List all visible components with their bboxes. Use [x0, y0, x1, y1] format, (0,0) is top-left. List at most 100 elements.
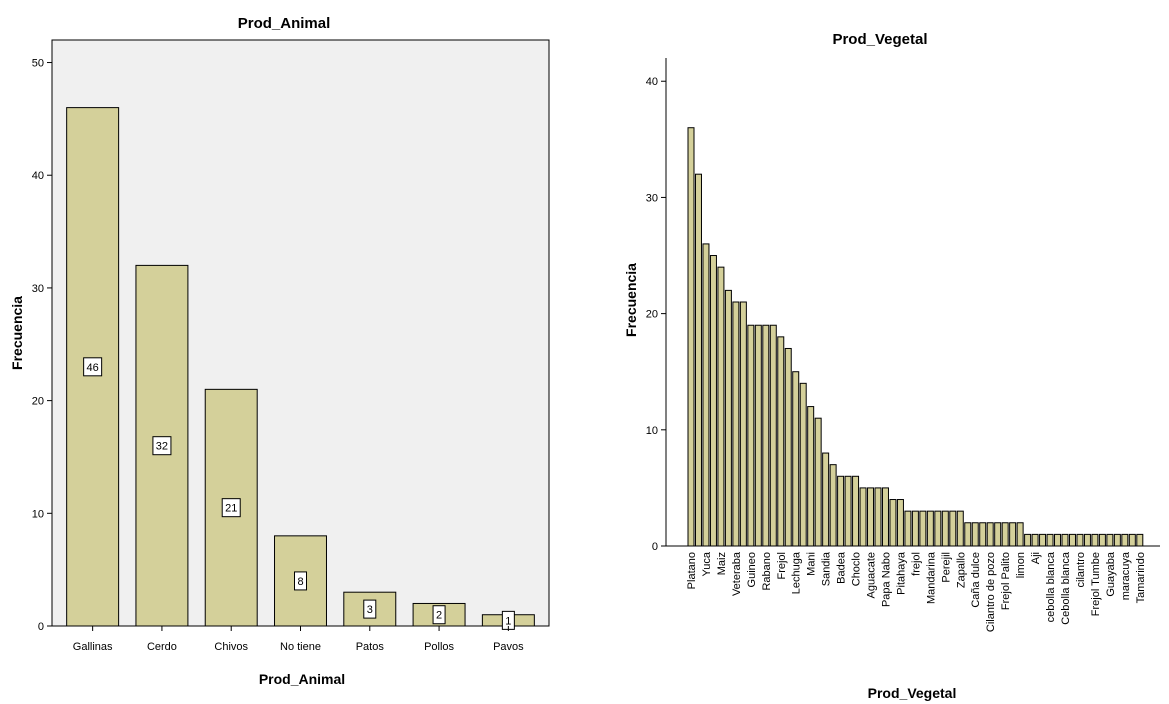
bar [1083, 533, 1091, 547]
bar [1054, 533, 1062, 547]
x-tick-label: Papa Nabo [880, 552, 892, 607]
y-tick-label: 10 [646, 425, 658, 437]
y-tick-label: 50 [32, 58, 44, 70]
bar [1068, 533, 1076, 547]
bar [792, 371, 800, 547]
x-axis-ticks: Gallinas Cerdo Chivos No tiene Patos Pollos Pa… [73, 626, 524, 653]
x-tick-label: cilantro [1075, 552, 1087, 587]
x-tick-label: Badea [836, 551, 848, 584]
bar [1061, 533, 1069, 547]
bar [754, 324, 762, 547]
x-tick-label: frejol [910, 552, 922, 576]
y-tick-label: 40 [646, 76, 658, 88]
x-tick-label: Veteraba [731, 551, 743, 596]
bar [799, 382, 807, 547]
bar [724, 289, 732, 547]
bar [717, 266, 725, 547]
data-label: 21 [225, 503, 237, 515]
bar [1091, 533, 1099, 547]
data-label-box [83, 357, 103, 377]
x-tick-label: Tamarindo [1135, 552, 1147, 603]
bar [964, 522, 972, 547]
y-tick-label: 0 [38, 621, 44, 633]
bar [1001, 522, 1009, 547]
bar [1136, 533, 1144, 547]
bar [1128, 533, 1136, 547]
bar [1024, 533, 1032, 547]
x-tick-label: Pollos [424, 641, 454, 653]
plot-area [51, 39, 550, 627]
x-tick-label: Aji [1030, 552, 1042, 564]
bar [739, 301, 747, 547]
x-tick-label: Aguacate [866, 552, 878, 598]
bar [1046, 533, 1054, 547]
x-tick-label: Frejol Palito [1000, 552, 1012, 610]
x-axis-ticks: Platano Yuca Maiz Veteraba Guineo Rabano Frejo… [686, 551, 1147, 632]
y-axis-label: Frecuencia [9, 296, 25, 370]
data-label: 8 [297, 576, 303, 588]
bar [852, 475, 860, 547]
bar [911, 510, 919, 547]
x-tick-label: Pavos [493, 641, 524, 653]
bar [926, 510, 934, 547]
bar [822, 452, 830, 547]
bar [896, 499, 904, 547]
bar [694, 173, 702, 547]
bar [1039, 533, 1047, 547]
bar [784, 347, 792, 547]
data-label: 32 [156, 441, 168, 453]
y-axis-ticks: 0 10 20 30 40 [646, 76, 666, 553]
x-tick-label: Frejol [776, 552, 788, 580]
x-tick-label: Lechuga [791, 551, 803, 594]
bar [837, 475, 845, 547]
chart-prod-vegetal: Prod_Vegetal 0 10 20 30 40 Platano Yuca Maiz Ve… [623, 31, 1160, 701]
bar [1031, 533, 1039, 547]
x-tick-label: Zapallo [955, 552, 967, 588]
x-tick-label: Gallinas [73, 641, 113, 653]
bar [814, 417, 822, 547]
bar [904, 510, 912, 547]
bar-group [687, 127, 1144, 547]
x-tick-label: Chivos [214, 641, 248, 653]
bar [994, 522, 1002, 547]
y-tick-label: 40 [32, 170, 44, 182]
bar [867, 487, 875, 547]
x-tick-label: Patos [356, 641, 385, 653]
bar [881, 487, 889, 547]
x-tick-label: No tiene [280, 641, 321, 653]
bar [687, 127, 695, 547]
x-tick-label: Caña dulce [970, 552, 982, 608]
bar [874, 487, 882, 547]
x-tick-label: Sandia [821, 551, 833, 586]
bar [702, 243, 710, 547]
bar [859, 487, 867, 547]
bar [1098, 533, 1106, 547]
y-axis-label: Frecuencia [623, 263, 639, 337]
bar [919, 510, 927, 547]
x-tick-label: cebolla blanca [1045, 551, 1057, 622]
data-label-box [432, 605, 446, 625]
y-axis-ticks: 0 10 20 30 40 50 [32, 58, 52, 633]
data-label-box [294, 571, 307, 591]
y-tick-label: 30 [32, 283, 44, 295]
x-tick-label: Cerdo [147, 641, 177, 653]
bar [986, 522, 994, 547]
bar [1016, 522, 1024, 547]
bar [956, 510, 964, 547]
data-label-box [152, 436, 172, 456]
x-tick-label: Guayaba [1105, 551, 1117, 597]
x-tick-label: Guineo [746, 552, 758, 587]
data-label: 2 [436, 610, 442, 622]
data-label: 1 [505, 615, 511, 627]
x-tick-label: Platano [686, 552, 698, 589]
bar [934, 510, 942, 547]
bar [1113, 533, 1121, 547]
chart-title: Prod_Vegetal [832, 31, 927, 48]
bar [747, 324, 755, 547]
x-tick-label: Mani [806, 552, 818, 576]
y-tick-label: 20 [646, 309, 658, 321]
bar [732, 301, 740, 547]
